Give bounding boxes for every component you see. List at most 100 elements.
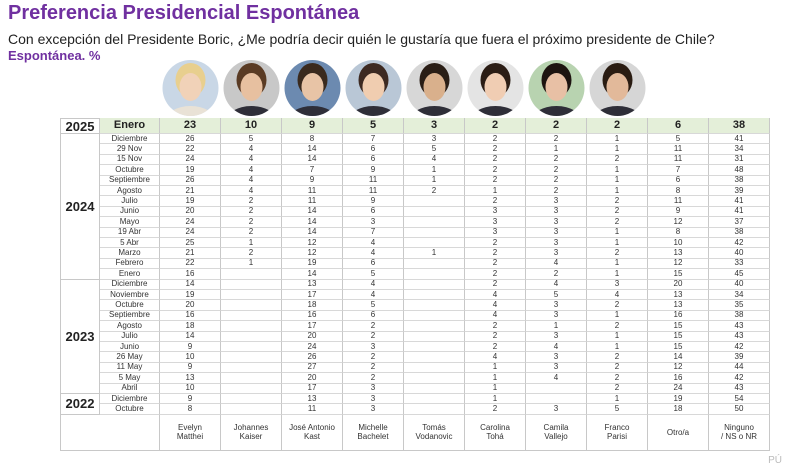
value-cell: 16: [160, 269, 221, 280]
value-cell: 26: [282, 352, 343, 363]
value-cell: 6: [343, 258, 404, 270]
value-cell: 9: [160, 342, 221, 353]
value-cell: [404, 373, 465, 384]
value-cell: 2: [465, 269, 526, 280]
value-cell: 43: [709, 383, 770, 394]
value-cell: 1: [404, 175, 465, 186]
candidate-name-line: Evelyn: [177, 423, 202, 433]
value-cell: [404, 258, 465, 270]
value-cell: [404, 321, 465, 332]
value-cell: 2: [465, 165, 526, 176]
value-cell: [404, 300, 465, 311]
value-cell: 2: [587, 362, 648, 374]
year-label: 2024: [60, 134, 100, 280]
value-cell: 16: [160, 310, 221, 322]
value-cell: 7: [343, 227, 404, 238]
value-cell: 15: [648, 342, 709, 353]
value-cell: 2: [465, 134, 526, 145]
month-label: Enero: [100, 118, 160, 134]
value-cell: 4: [221, 144, 282, 155]
value-cell: 3: [526, 310, 587, 322]
value-cell: 7: [648, 165, 709, 176]
value-cell: 22: [160, 258, 221, 270]
value-cell: 24: [160, 227, 221, 238]
value-cell: 21: [160, 248, 221, 259]
value-cell: 12: [282, 248, 343, 259]
value-cell: 2: [587, 206, 648, 218]
value-cell: 14: [648, 352, 709, 363]
watermark: PÚ: [768, 455, 782, 466]
photos: [162, 60, 646, 116]
value-cell: 17: [282, 383, 343, 394]
value-cell: 2: [526, 134, 587, 145]
month-label: Agosto: [100, 186, 160, 197]
value-cell: 1: [465, 394, 526, 405]
value-cell: 3: [526, 196, 587, 207]
value-cell: 24: [282, 342, 343, 353]
value-cell: 40: [709, 248, 770, 259]
value-cell: 38: [709, 227, 770, 238]
value-cell: 2: [587, 217, 648, 228]
value-cell: 34: [709, 290, 770, 301]
candidate-name-line: Tohá: [486, 432, 504, 442]
value-cell: 8: [160, 404, 221, 415]
value-cell: 4: [404, 154, 465, 166]
month-label: Septiembre: [100, 175, 160, 186]
value-cell: 2: [465, 175, 526, 186]
month-label: 19 Abr: [100, 227, 160, 238]
candidate-name-line: Ninguno: [724, 423, 754, 433]
value-cell: [404, 290, 465, 301]
value-cell: [221, 310, 282, 322]
candidate-name: Johannes Kaiser: [221, 414, 282, 451]
value-cell: 3: [404, 118, 465, 134]
value-cell: 4: [465, 352, 526, 363]
value-cell: 1: [465, 362, 526, 374]
month-label: Enero: [100, 269, 160, 280]
value-cell: 2: [221, 248, 282, 259]
value-cell: [221, 342, 282, 353]
month-label: Abril: [100, 383, 160, 394]
value-cell: 4: [343, 279, 404, 290]
candidate-name-line: Parisi: [606, 432, 627, 442]
value-cell: 14: [282, 154, 343, 166]
candidate-name-line: Carolina: [480, 423, 510, 433]
month-label: Mayo: [100, 217, 160, 228]
value-cell: 3: [526, 300, 587, 311]
value-cell: 7: [343, 134, 404, 145]
value-cell: 6: [343, 206, 404, 218]
value-cell: 14: [282, 217, 343, 228]
value-cell: 42: [709, 373, 770, 384]
value-cell: 10: [160, 352, 221, 363]
candidate-name-line: José Antonio: [289, 423, 335, 433]
value-cell: 2: [221, 217, 282, 228]
value-cell: 3: [526, 248, 587, 259]
value-cell: 3: [343, 217, 404, 228]
value-cell: 5: [343, 300, 404, 311]
value-cell: 5: [221, 134, 282, 145]
value-cell: 14: [160, 331, 221, 342]
candidate-name-line: Kaiser: [239, 432, 263, 442]
photo-part: [240, 73, 263, 101]
photo-part: [362, 73, 385, 101]
value-cell: 1: [587, 310, 648, 322]
value-cell: 20: [160, 206, 221, 218]
month-label: Diciembre: [100, 279, 160, 290]
value-cell: 4: [465, 290, 526, 301]
value-cell: [221, 321, 282, 332]
value-cell: 3: [343, 394, 404, 405]
value-cell: 2: [587, 196, 648, 207]
month-label: Diciembre: [100, 394, 160, 405]
value-cell: 20: [282, 373, 343, 384]
candidate-name: Ninguno / NS o NR: [709, 414, 770, 451]
month-label: 5 May: [100, 373, 160, 384]
value-cell: 17: [282, 290, 343, 301]
value-cell: 3: [343, 404, 404, 415]
value-cell: 11: [648, 154, 709, 166]
value-cell: 1: [587, 394, 648, 405]
value-cell: 42: [709, 342, 770, 353]
value-cell: 3: [526, 362, 587, 374]
value-cell: 10: [160, 383, 221, 394]
subtitle: Con excepción del Presidente Boric, ¿Me …: [8, 31, 715, 47]
value-cell: 3: [526, 331, 587, 342]
value-cell: 2: [343, 362, 404, 374]
